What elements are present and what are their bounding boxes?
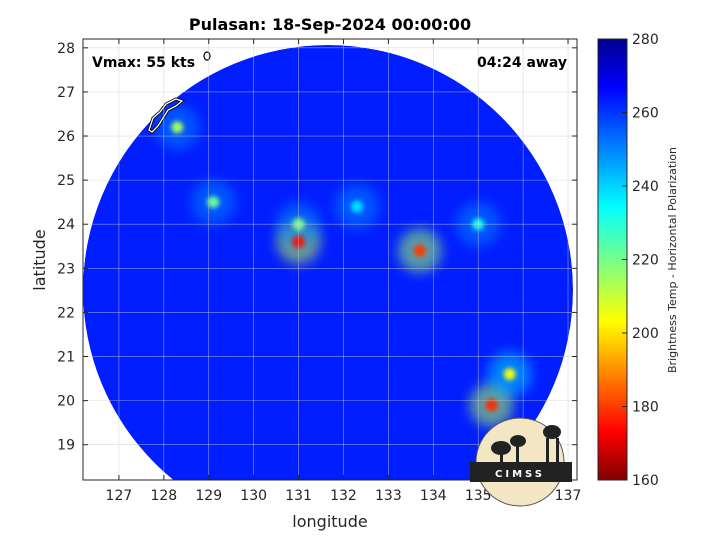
feature-core: [485, 399, 498, 412]
logo-text: CIMSS: [495, 469, 545, 480]
y-tick-label: 24: [57, 217, 75, 233]
y-tick-label: 21: [57, 350, 75, 366]
x-tick-label: 128: [150, 488, 177, 504]
feature-core: [503, 368, 516, 381]
colorbar-tick-label: 260: [632, 106, 659, 122]
y-tick-label: 27: [57, 85, 75, 101]
colorbar: 160 180 200 220 240 260 280 Brightness Temp - …: [597, 32, 679, 489]
x-tick-label: 131: [285, 488, 312, 504]
y-tick-label: 28: [57, 41, 75, 57]
y-axis-label: latitude: [30, 229, 49, 290]
time-away-annotation: 04:24 away: [477, 55, 567, 71]
cimss-logo: CIMSS: [470, 417, 572, 507]
feature-core: [207, 196, 220, 209]
y-axis-ticks: 19 20 21 22 23 24 25 26 27 28: [57, 41, 577, 454]
x-tick-label: 134: [420, 488, 447, 504]
swath-image: [83, 45, 573, 480]
y-tick-label: 19: [57, 438, 75, 454]
colorbar-tick-label: 180: [632, 400, 659, 416]
swath-background: [83, 45, 573, 480]
swath-features: [155, 105, 532, 428]
x-tick-label: 132: [330, 488, 357, 504]
y-tick-label: 26: [57, 129, 75, 145]
grid-lines: [83, 39, 577, 480]
x-tick-label: 130: [240, 488, 267, 504]
colorbar-tick-label: 240: [632, 179, 659, 195]
colorbar-ticks: 160 180 200 220 240 260 280: [622, 32, 659, 489]
colorbar-label: Brightness Temp - Horizontal Polarizatio…: [666, 147, 679, 373]
colorbar-tick-label: 160: [632, 473, 659, 489]
x-axis-label: longitude: [292, 512, 367, 531]
x-tick-label: 129: [195, 488, 222, 504]
x-tick-label: 137: [555, 488, 582, 504]
y-tick-label: 25: [57, 173, 75, 189]
colorbar-tick-label: 280: [632, 32, 659, 48]
y-tick-label: 22: [57, 305, 75, 321]
feature-core: [350, 200, 363, 213]
x-tick-label: 135: [465, 488, 492, 504]
feature-core: [171, 121, 184, 134]
axes-frame: [82, 38, 578, 481]
chart-title: Pulasan: 18-Sep-2024 00:00:00: [189, 15, 471, 34]
x-tick-label: 133: [375, 488, 402, 504]
colorbar-tick-label: 220: [632, 253, 659, 269]
coastline: [147, 51, 211, 134]
y-tick-label: 23: [57, 261, 75, 277]
vmax-annotation: Vmax: 55 kts: [92, 55, 195, 71]
x-tick-label: 127: [106, 488, 133, 504]
y-tick-label: 20: [57, 394, 75, 410]
feature-core: [413, 244, 426, 257]
colorbar-tick-label: 200: [632, 326, 659, 342]
